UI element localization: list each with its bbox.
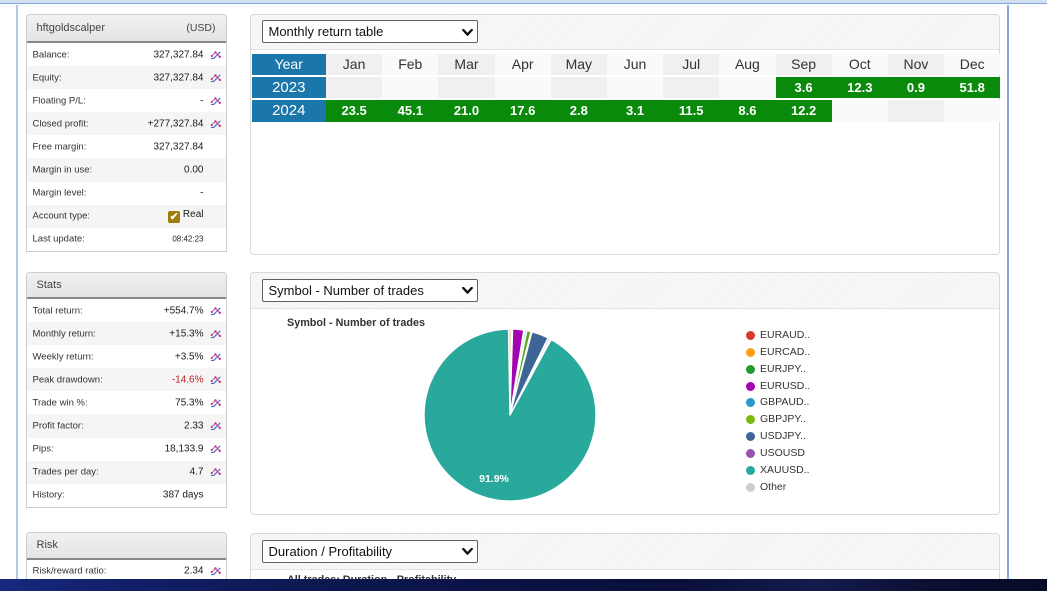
svg-text:91.9%: 91.9%: [479, 473, 509, 485]
